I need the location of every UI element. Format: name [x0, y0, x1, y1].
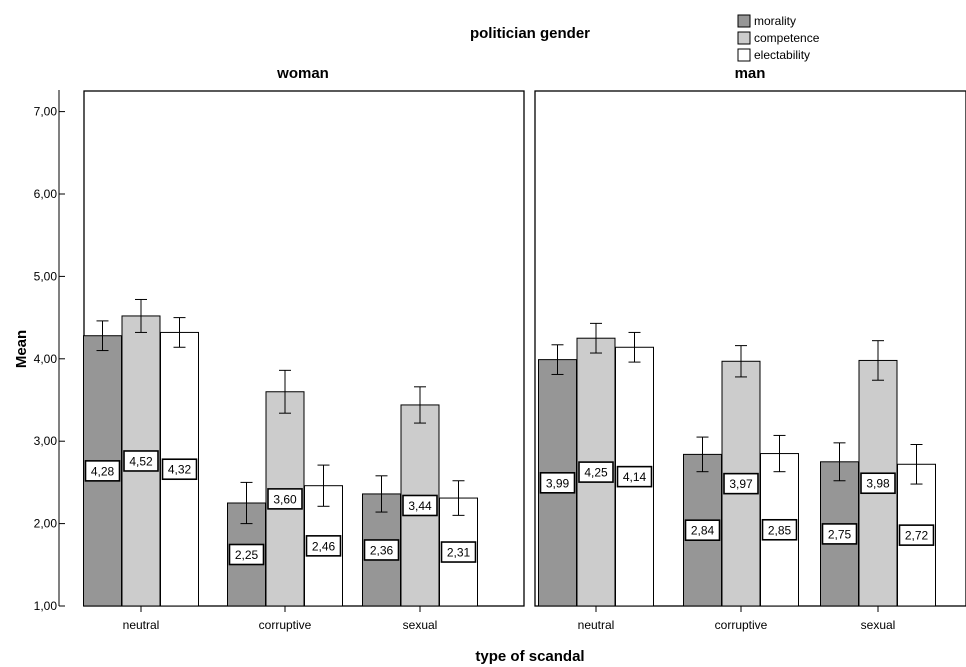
data-label: 3,97: [729, 477, 753, 491]
y-tick-label: 2,00: [34, 517, 58, 531]
x-axis-label: type of scandal: [475, 648, 584, 665]
legend-swatch-morality: [737, 14, 751, 28]
panel-title-man: man: [735, 65, 766, 82]
data-label-box: [860, 472, 896, 495]
data-label: 2,25: [235, 548, 259, 562]
data-label-box: [161, 458, 198, 481]
y-tick-label: 6,00: [34, 187, 58, 201]
data-label: 2,46: [312, 539, 336, 553]
chart-title: politician gender: [470, 25, 590, 42]
data-label: 2,75: [828, 527, 852, 541]
data-label: 3,60: [273, 492, 297, 506]
legend-swatch-competence: [737, 31, 751, 45]
data-label-box: [363, 539, 400, 561]
data-label-box: [84, 460, 121, 482]
panel-man: neutral 3,99 4,25 4,14 corruptive 2,84 3,97 2,8…: [534, 90, 966, 632]
data-label: 3,99: [546, 476, 570, 490]
data-label-box: [539, 472, 576, 494]
legend-label-morality: morality: [754, 14, 796, 28]
panel-woman: neutral 4,28 4,52 4,32 corruptive 2,25 3,60 2,4…: [83, 90, 525, 632]
x-tick-label: sexual: [403, 618, 438, 632]
x-tick-label: corruptive: [715, 618, 768, 632]
panel-title-woman: woman: [276, 65, 329, 82]
y-axis-label: Mean: [13, 330, 30, 368]
data-label: 2,36: [370, 543, 394, 557]
x-tick-label: neutral: [578, 618, 615, 632]
data-label-box: [578, 461, 614, 483]
data-label-box: [821, 523, 858, 545]
y-axis: 1,00 2,00 3,00 4,00 5,00 6,00 7,00: [34, 90, 65, 613]
data-label: 4,52: [129, 454, 153, 468]
data-label: 3,98: [866, 477, 890, 491]
legend-swatch-electability: [737, 48, 751, 62]
data-label-box: [723, 472, 759, 495]
y-tick-label: 5,00: [34, 269, 58, 283]
data-label: 4,25: [584, 466, 608, 480]
data-label: 4,14: [623, 470, 647, 484]
data-label: 4,28: [91, 464, 115, 478]
plot-panels: neutral 4,28 4,52 4,32 corruptive 2,25 3,60 2,4…: [83, 90, 966, 632]
data-label-box: [123, 450, 159, 472]
data-label-box: [898, 524, 935, 546]
legend: morality competence electability: [737, 14, 820, 62]
data-label-box: [684, 519, 721, 541]
y-tick-label: 7,00: [34, 105, 58, 119]
y-tick-label: 1,00: [34, 599, 58, 613]
data-label-box: [761, 518, 798, 541]
y-tick-label: 4,00: [34, 352, 58, 366]
data-label: 2,84: [691, 524, 715, 538]
data-label: 2,72: [905, 529, 929, 543]
data-label-box: [228, 543, 265, 566]
legend-label-electability: electability: [754, 48, 810, 62]
data-label: 2,31: [447, 546, 471, 560]
data-label-box: [267, 488, 303, 510]
x-tick-label: corruptive: [259, 618, 312, 632]
data-label-box: [616, 465, 653, 488]
x-tick-label: sexual: [861, 618, 896, 632]
data-label: 3,44: [408, 499, 432, 513]
legend-label-competence: competence: [754, 31, 820, 45]
y-tick-label: 3,00: [34, 434, 58, 448]
data-label-box: [440, 541, 477, 563]
x-tick-label: neutral: [123, 618, 160, 632]
data-label-box: [402, 494, 438, 517]
data-label: 2,85: [768, 523, 792, 537]
data-label-box: [305, 535, 342, 557]
data-label: 4,32: [168, 463, 192, 477]
